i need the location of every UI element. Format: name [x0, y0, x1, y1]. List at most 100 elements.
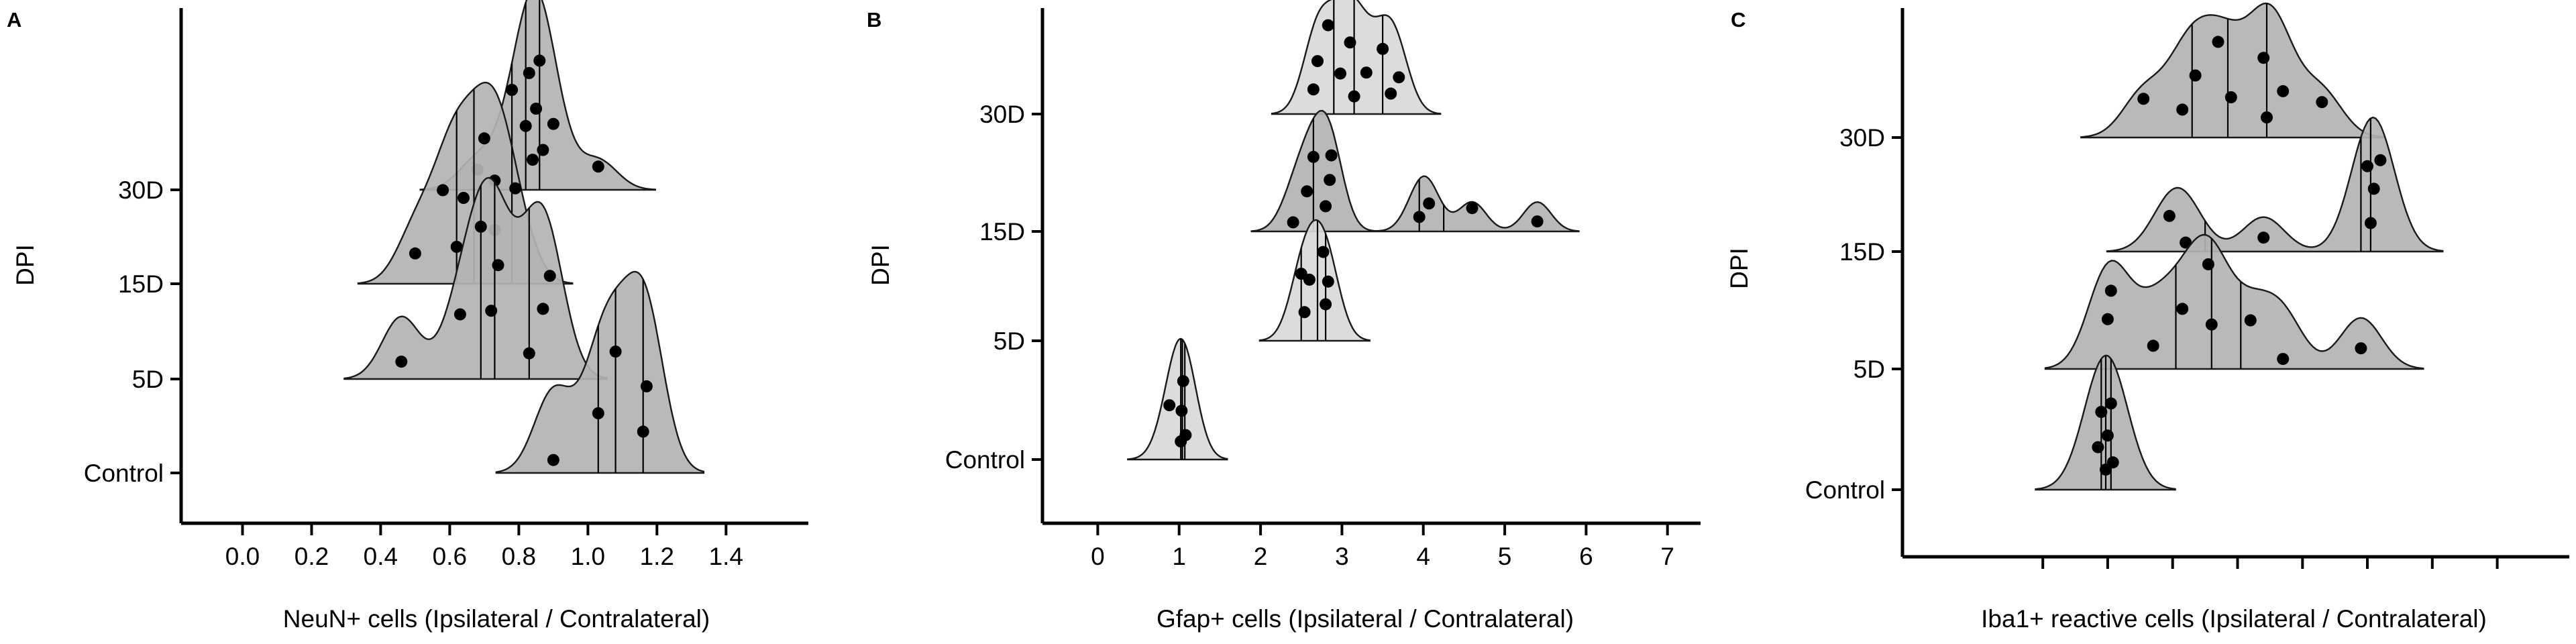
panel-c-x-axis-label: Iba1+ reactive cells (Ipsilateral / Cont…	[1981, 605, 2487, 633]
panel-c-letter: C	[1731, 8, 1746, 32]
panel-a-point-5d-7	[537, 303, 549, 315]
panel-a-point-5d-6	[523, 347, 535, 360]
panel-c-point-5d-3	[2147, 339, 2159, 352]
panel-b: B 0 1 2 3 4 5 6 7 30D 15D 5D Control DPI Gfap+ cel…	[867, 0, 1701, 633]
panel-b-point-30d-5	[1344, 36, 1356, 49]
panel-b-y-axis-label: DPI	[867, 244, 894, 286]
panel-a-density-5d	[343, 176, 608, 380]
panel-a-x-axis-label: NeuN+ cells (Ipsilateral / Contralateral…	[283, 605, 710, 633]
panel-a-y-ticks: 30D 15D 5D Control	[84, 176, 181, 487]
panel-b-x-axis-label: Gfap+ cells (Ipsilateral / Contralateral…	[1157, 605, 1574, 633]
panel-c-density-5d	[2044, 233, 2424, 370]
panel-c-point-30d-8	[2277, 85, 2290, 97]
panel-c-ridge-30d	[2080, 2, 2385, 139]
panel-a-y-axis-label: DPI	[11, 244, 39, 286]
panel-b-point-5d-2	[1298, 306, 1311, 319]
panel-a-point-control-4	[637, 425, 649, 438]
panel-a-x-tick-label-6: 1.2	[640, 543, 674, 570]
panel-a-point-control-2	[592, 407, 604, 419]
panel-b-point-control-4	[1177, 375, 1189, 388]
panel-a-y-tick-label-control: Control	[84, 460, 164, 487]
panel-a-y-tick-label-15d: 15D	[118, 270, 164, 298]
panel-c-y-tick-label-30d: 30D	[1839, 124, 1885, 152]
panel-a-point-control-5	[640, 380, 653, 392]
panel-b-point-5d-6	[1322, 275, 1334, 288]
panel-c-point-30d-9	[2316, 96, 2328, 109]
panel-c-point-5d-5	[2202, 258, 2214, 270]
panel-b-point-5d-3	[1303, 273, 1316, 286]
panel-a-point-control-1	[547, 453, 559, 466]
panel-c-point-control-6	[2106, 456, 2119, 469]
panel-b-y-tick-label-15d: 15D	[979, 218, 1025, 246]
panel-a-x-tick-label-5: 1.0	[571, 543, 605, 570]
panel-c-ridge-15d	[2106, 116, 2444, 253]
panel-c-point-30d-1	[2137, 93, 2150, 105]
panel-b-point-15d-10	[1531, 215, 1544, 228]
panel-b-x-tick-label-2: 2	[1254, 543, 1268, 570]
panel-c: C 30D 15D 5D Control DPI Iba1+ reactive cel…	[1725, 2, 2569, 633]
panel-c-ridges	[2035, 2, 2444, 491]
panel-c-y-tick-label-control: Control	[1805, 476, 1885, 504]
panel-b-point-30d-10	[1393, 71, 1405, 84]
panel-a-point-15d-4	[458, 192, 470, 204]
panel-b-point-15d-1	[1287, 216, 1299, 229]
panel-a-point-30d-10	[592, 160, 604, 173]
panel-c-point-5d-6	[2205, 318, 2218, 331]
panel-b-point-control-3	[1175, 405, 1188, 417]
panel-c-point-5d-2	[2104, 284, 2117, 297]
panel-c-point-control-5	[2104, 397, 2117, 410]
panel-c-point-control-2	[2095, 406, 2108, 418]
panel-c-point-30d-4	[2212, 36, 2224, 48]
panel-c-y-ticks: 30D 15D 5D Control	[1805, 124, 1902, 504]
panel-c-x-ticks	[2041, 557, 2499, 569]
panel-a-point-5d-4	[485, 305, 498, 317]
panel-c-y-tick-label-15d: 15D	[1839, 238, 1885, 266]
panel-c-point-15d-5	[2364, 217, 2377, 229]
panel-a-point-30d-9	[547, 117, 559, 130]
panel-c-density-15d	[2106, 116, 2444, 253]
panel-b-point-15d-8	[1423, 197, 1436, 210]
panel-a-x-tick-label-3: 0.6	[433, 543, 467, 570]
panel-a-point-15d-2	[437, 184, 449, 197]
panel-a-point-5d-2	[453, 308, 466, 321]
panel-a-letter: A	[7, 8, 21, 32]
panel-a-x-tick-label-1: 0.2	[294, 543, 329, 570]
panel-b-density-control	[1127, 337, 1228, 461]
panel-b-y-ticks: 30D 15D 5D Control	[945, 101, 1042, 474]
panel-c-point-15d-4	[2361, 160, 2373, 172]
panel-b-ridges	[1127, 0, 1580, 461]
panel-a-x-tick-label-2: 0.4	[364, 543, 398, 570]
panel-b-x-tick-label-7: 7	[1660, 543, 1674, 570]
panel-b-point-30d-3	[1322, 19, 1334, 32]
panel-b-letter: B	[867, 8, 881, 32]
panel-a-point-30d-5	[527, 154, 539, 166]
panel-a-point-5d-5	[492, 259, 504, 272]
panel-b-point-15d-2	[1301, 185, 1313, 198]
panel-c-point-5d-7	[2244, 314, 2257, 327]
panel-c-point-30d-6	[2257, 52, 2270, 64]
panel-b-point-30d-9	[1385, 87, 1397, 100]
panel-b-point-control-1	[1163, 399, 1176, 412]
panel-a: A 0.0 0.2 0.4 0.6 0.8 1.0 1.2 1.4 30D 15D 5D Contr…	[7, 0, 808, 633]
panel-b-point-5d-4	[1317, 246, 1330, 258]
panel-b-x-tick-label-1: 1	[1172, 543, 1186, 570]
panel-a-x-tick-label-4: 0.8	[502, 543, 536, 570]
panel-c-point-control-4	[2101, 429, 2114, 442]
panel-c-point-5d-1	[2101, 313, 2114, 325]
panel-b-y-tick-label-control: Control	[945, 446, 1025, 474]
panel-a-point-30d-8	[537, 144, 549, 156]
panel-b-ridge-5d	[1258, 219, 1371, 342]
panel-a-ridges	[343, 0, 705, 474]
panel-a-ridge-5d	[343, 176, 608, 380]
panel-b-point-30d-4	[1334, 67, 1346, 80]
panel-a-point-30d-6	[530, 103, 543, 115]
panel-c-point-15d-2	[2180, 236, 2192, 249]
panel-a-point-5d-3	[474, 220, 487, 233]
panel-a-point-5d-1	[395, 356, 408, 368]
panel-a-point-control-3	[609, 345, 622, 358]
panel-b-point-15d-5	[1324, 174, 1336, 186]
panel-c-point-15d-6	[2367, 182, 2380, 195]
panel-c-point-5d-4	[2176, 303, 2189, 315]
panel-b-y-tick-label-30d: 30D	[979, 101, 1025, 128]
